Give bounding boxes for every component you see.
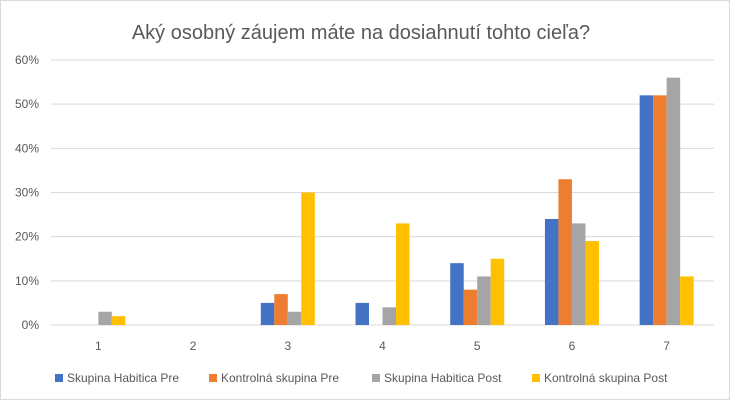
legend: Skupina Habitica Pre Kontrolná skupina Pr… [55,371,668,385]
legend-item: Skupina Habitica Post [372,371,502,385]
bar-2-cat-5 [463,289,478,325]
y-tick-label: 30% [15,186,39,200]
bar-3-cat-7 [666,77,681,326]
y-tick-label: 10% [15,274,39,288]
x-tick-label: 1 [95,339,102,353]
y-tick-label: 60% [15,53,39,67]
bar-1-cat-7 [639,95,654,325]
x-tick-label: 5 [474,339,481,353]
y-tick-label: 20% [15,230,39,244]
y-tick-label: 40% [15,141,39,155]
bar-4-cat-3 [301,192,315,325]
bar-1-cat-3 [260,302,275,325]
chart-title: Aký osobný záujem máte na dosiahnutí toh… [132,22,590,44]
legend-label: Kontrolná skupina Pre [221,371,339,385]
bar-1-cat-5 [450,263,464,325]
y-axis-ticks: 0% 10% 20% 30% 40% 50% 60% [15,53,39,332]
x-tick-label: 3 [284,339,291,353]
bar-4-cat-1 [111,316,126,325]
x-tick-label: 2 [190,339,197,353]
gridlines [51,59,714,326]
x-tick-label: 7 [663,339,670,353]
bar-3-cat-3 [287,311,302,325]
bar-4-cat-6 [585,241,599,325]
legend-item: Skupina Habitica Pre [55,371,179,385]
legend-swatch [532,374,540,382]
legend-label: Skupina Habitica Pre [67,371,179,385]
legend-swatch [209,374,217,382]
x-tick-label: 6 [569,339,576,353]
bar-2-cat-7 [653,95,667,325]
legend-item: Kontrolná skupina Post [532,371,668,385]
y-tick-label: 0% [22,318,40,332]
bar-3-cat-4 [382,307,396,325]
bar-3-cat-5 [477,276,491,325]
bar-1-cat-4 [355,302,369,325]
y-tick-label: 50% [15,97,39,111]
x-axis-ticks: 1 2 3 4 5 6 7 [95,339,670,353]
legend-item: Kontrolná skupina Pre [209,371,339,385]
bars [98,77,694,326]
legend-label: Skupina Habitica Post [384,371,502,385]
bar-4-cat-7 [680,276,694,325]
bar-2-cat-6 [558,179,572,325]
legend-swatch [55,374,63,382]
x-tick-label: 4 [379,339,386,353]
bar-3-cat-6 [571,223,586,325]
bar-4-cat-4 [396,223,410,325]
legend-swatch [372,374,380,382]
bar-3-cat-1 [98,311,112,325]
bar-1-cat-6 [544,219,559,325]
bar-4-cat-5 [490,258,505,325]
bar-2-cat-3 [274,294,288,325]
legend-label: Kontrolná skupina Post [544,371,668,385]
